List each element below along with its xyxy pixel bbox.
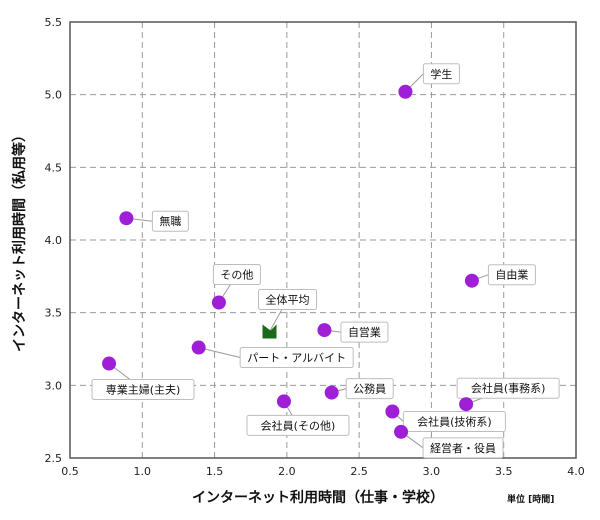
- point-label-box: [345, 378, 394, 400]
- point-label-box: [422, 63, 460, 85]
- point-label-box: [422, 437, 504, 459]
- point-label-box: [246, 414, 350, 436]
- x-axis-ticks: 0.5 1.0 1.5 2.0 2.5 3.0 3.5 4.0: [61, 465, 585, 478]
- data-point: [211, 295, 226, 310]
- point-label: 専業主婦(主夫): [106, 383, 181, 397]
- x-tick-label: 1.5: [206, 465, 224, 478]
- point-label: 公務員: [353, 382, 386, 396]
- y-tick-label: 3.0: [45, 379, 63, 392]
- x-tick-label: 3.5: [495, 465, 513, 478]
- data-point: [394, 424, 409, 439]
- point-label-box: [340, 321, 389, 343]
- x-tick-label: 1.0: [134, 465, 152, 478]
- data-point: [102, 356, 117, 371]
- data-point: [464, 273, 479, 288]
- data-point: [459, 397, 474, 412]
- point-label: パート・アルバイト: [247, 352, 346, 365]
- x-tick-label: 2.5: [350, 465, 368, 478]
- point-label-box: [239, 347, 354, 369]
- y-axis-ticks: 2.5 3.0 3.5 4.0 4.5 5.0 5.5: [45, 16, 63, 465]
- y-tick-label: 2.5: [45, 452, 63, 465]
- data-point: [317, 323, 332, 338]
- x-tick-label: 0.5: [61, 465, 79, 478]
- y-axis-title: インターネット利用時間（私用等）: [11, 128, 28, 352]
- point-label: 自由業: [495, 268, 528, 282]
- x-axis-title: インターネット利用時間（仕事・学校）: [192, 489, 444, 506]
- point-label-box: [91, 379, 195, 401]
- point-label-box: [212, 263, 261, 285]
- data-point: [398, 84, 413, 99]
- point-label: 会社員(技術系): [417, 414, 492, 428]
- y-tick-label: 5.5: [45, 16, 63, 29]
- leader-line: [198, 347, 241, 359]
- average-marker: [262, 324, 277, 339]
- plot-frame: [69, 21, 577, 459]
- data-point: [119, 211, 134, 226]
- point-label-box: [258, 289, 318, 311]
- x-tick-label: 3.0: [423, 465, 441, 478]
- point-label: 自営業: [348, 325, 381, 339]
- y-tick-label: 4.0: [45, 234, 63, 247]
- y-tick-label: 5.0: [45, 89, 63, 102]
- point-label-box: [402, 410, 506, 432]
- data-point: [191, 340, 206, 355]
- point-label: 経営者・役員: [430, 441, 496, 455]
- data-point: [385, 404, 400, 419]
- point-label: 会社員(事務系): [471, 381, 546, 395]
- point-label: 無職: [159, 214, 181, 228]
- point-label: 全体平均: [266, 293, 310, 307]
- point-label-box: [456, 377, 560, 399]
- point-label: その他: [220, 268, 253, 281]
- point-label-box: [487, 264, 536, 286]
- point-label: 学生: [430, 67, 452, 81]
- data-point: [276, 394, 291, 409]
- point-label-box: [151, 210, 189, 232]
- x-tick-label: 4.0: [567, 465, 585, 478]
- point-label: 会社員(その他): [261, 418, 336, 432]
- unit-note: 単位 [時間]: [507, 493, 554, 505]
- data-point: [324, 385, 339, 400]
- data-points: [102, 84, 479, 439]
- x-tick-label: 2.0: [278, 465, 296, 478]
- y-tick-label: 4.5: [45, 161, 63, 174]
- y-tick-label: 3.5: [45, 307, 63, 320]
